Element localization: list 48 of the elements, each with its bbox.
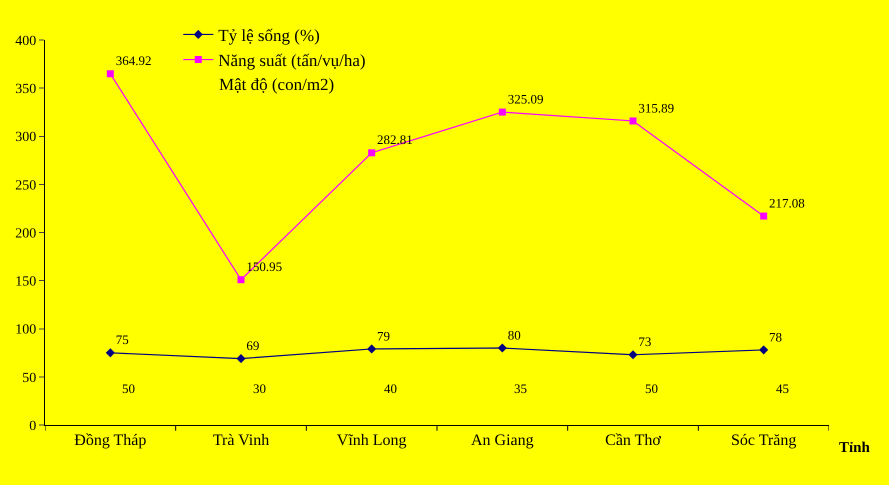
y-tick-label: 200 bbox=[15, 226, 36, 242]
point bbox=[238, 276, 244, 284]
data-label: 69 bbox=[246, 338, 260, 353]
annotation: 30 bbox=[253, 381, 266, 396]
data-label: 217.08 bbox=[769, 195, 805, 210]
point bbox=[106, 348, 115, 358]
point bbox=[498, 108, 506, 116]
legend-label: Năng suất (tấn/vụ/ha) bbox=[218, 51, 366, 70]
data-label: 315.89 bbox=[638, 100, 674, 116]
data-label: 80 bbox=[508, 327, 521, 342]
annotation: 50 bbox=[645, 381, 658, 396]
y-tick-label: 150 bbox=[15, 274, 36, 290]
point bbox=[628, 350, 638, 360]
point bbox=[367, 344, 376, 354]
point bbox=[106, 70, 114, 78]
data-label: 364.92 bbox=[116, 53, 152, 68]
data-label: 79 bbox=[377, 328, 390, 344]
annotation: 50 bbox=[122, 381, 135, 396]
y-tick-label: 100 bbox=[15, 322, 36, 338]
data-label: 325.09 bbox=[508, 91, 544, 106]
y-tick-label: 400 bbox=[15, 34, 36, 49]
point bbox=[630, 117, 636, 124]
y-tick-label: 0 bbox=[29, 418, 36, 434]
annotation: 40 bbox=[384, 381, 397, 396]
x-tick-label: Đồng Tháp bbox=[74, 432, 146, 450]
point bbox=[368, 149, 376, 156]
y-tick-label: 250 bbox=[15, 178, 36, 194]
y-tick-label: 300 bbox=[15, 130, 36, 146]
y-tick-label: 50 bbox=[22, 370, 36, 386]
x-tick-label: Trà Vinh bbox=[212, 432, 270, 450]
data-label: 75 bbox=[116, 332, 129, 348]
x-axis-title: Tỉnh bbox=[839, 440, 871, 456]
point bbox=[498, 343, 507, 353]
data-label: 78 bbox=[769, 329, 782, 344]
x-tick-label: Sóc Trăng bbox=[730, 432, 796, 450]
point bbox=[236, 354, 246, 364]
data-label: 73 bbox=[638, 334, 652, 350]
y-tick-label: 350 bbox=[15, 82, 36, 98]
annotation: 45 bbox=[776, 381, 789, 396]
legend-label: Tỷ lệ sống (%) bbox=[218, 26, 320, 46]
annotation: Mật độ (con/m2) bbox=[219, 75, 334, 94]
point bbox=[760, 212, 768, 220]
x-tick-label: An Giang bbox=[471, 432, 534, 450]
data-label: 282.81 bbox=[377, 132, 413, 148]
x-tick-label: Vĩnh Long bbox=[336, 432, 407, 450]
annotation: 35 bbox=[514, 381, 527, 396]
x-tick-label: Cần Thơ bbox=[605, 432, 662, 450]
point bbox=[759, 345, 768, 354]
